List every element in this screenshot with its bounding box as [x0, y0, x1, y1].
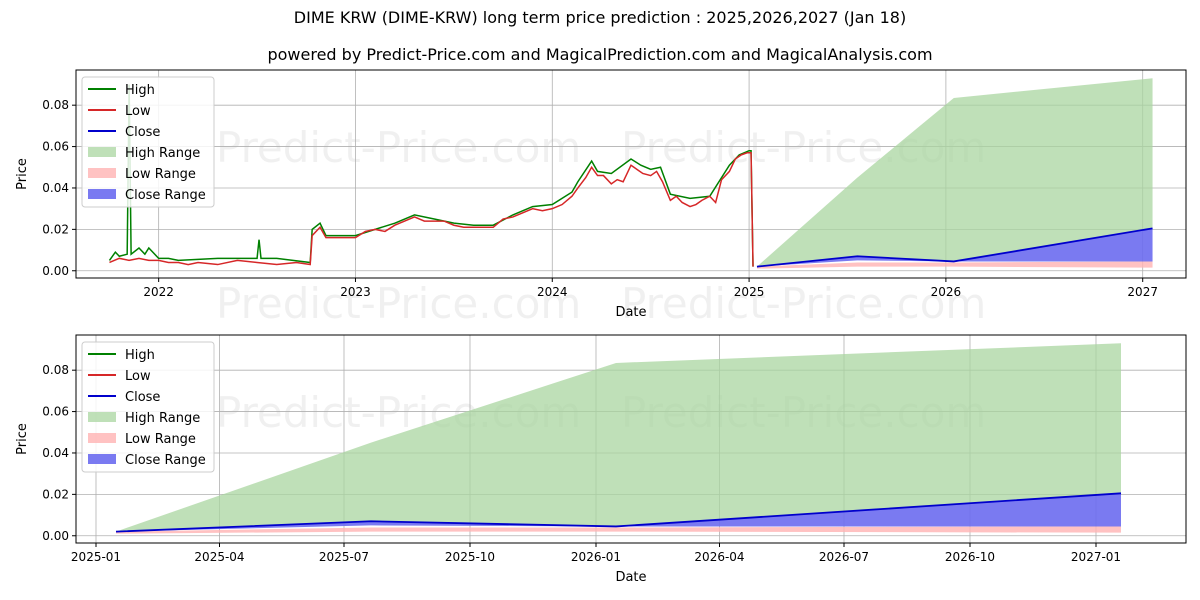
panel2-y-tick-label: 0.08: [42, 363, 69, 377]
chart-subtitle: powered by Predict-Price.com and Magical…: [267, 45, 933, 64]
panel2-high-range-area: [116, 343, 1121, 532]
panel2-close-series-line: [115, 492, 1122, 533]
panel1-y-tick-label: 0.06: [42, 140, 69, 154]
panel2-x-tick-label: 2026-01: [571, 550, 621, 564]
panel1-y-axis-label: Price: [15, 158, 30, 190]
panel2-legend-label-close: Close: [125, 390, 160, 405]
panel2-plot-frame: [75, 334, 1187, 544]
panel2-x-axis-label: Date: [615, 570, 646, 585]
panel1-legend-label-high: High: [125, 83, 155, 98]
panel1-high-range-area: [756, 78, 1153, 267]
panel1-y-tick-label: 0.08: [42, 98, 69, 112]
panel2-legend-label-low: Low: [125, 369, 151, 384]
panel1-plot-frame: [75, 69, 1187, 279]
panel1-watermark: Predict-Price.com: [621, 279, 986, 328]
panel1-x-axis-label: Date: [615, 305, 646, 320]
panel1-x-tick-label: 2025: [734, 285, 765, 299]
panel1-x-tick-label: 2027: [1127, 285, 1158, 299]
panel2-x-tick-label: 2026-10: [945, 550, 995, 564]
panel2-y-tick-label: 0.02: [42, 487, 69, 501]
panel2-legend-label-low-range: Low Range: [125, 432, 196, 447]
panel1-watermark: Predict-Price.com: [216, 279, 581, 328]
panel1-watermark: Predict-Price.com: [216, 123, 581, 172]
panel1-low-series-line: [109, 152, 754, 267]
panel1-legend-swatch-close-range: [88, 189, 116, 199]
panel2-low-range-area: [116, 526, 1121, 534]
panel1-x-tick-label: 2022: [143, 285, 174, 299]
panel1-legend-label-close-range: Close Range: [125, 188, 206, 203]
panel1-y-tick-label: 0.00: [42, 264, 69, 278]
panel2-y-axis-label: Price: [15, 423, 30, 455]
panel2-y-tick-label: 0.06: [42, 405, 69, 419]
chart-title: DIME KRW (DIME-KRW) long term price pred…: [293, 8, 907, 27]
panel2-x-tick-label: 2025-10: [445, 550, 495, 564]
panel2-legend-label-high-range: High Range: [125, 411, 200, 426]
panel2-x-tick-label: 2025-01: [71, 550, 121, 564]
panel2-legend-label-close-range: Close Range: [125, 453, 206, 468]
panel1-close-series-line: [756, 227, 1153, 268]
panel1-legend-label-close: Close: [125, 125, 160, 140]
panel2-legend-label-high: High: [125, 348, 155, 363]
panel1-legend-label-low: Low: [125, 104, 151, 119]
panel1-legend-label-low-range: Low Range: [125, 167, 196, 182]
panel2-y-tick-label: 0.00: [42, 529, 69, 543]
panel1-x-tick-label: 2026: [931, 285, 962, 299]
panel2-x-tick-label: 2026-04: [694, 550, 744, 564]
panel2-x-tick-label: 2026-07: [819, 550, 869, 564]
panel1-x-tick-label: 2024: [537, 285, 568, 299]
panel2-y-tick-label: 0.04: [42, 446, 69, 460]
panel2-legend-swatch-low-range: [88, 433, 116, 443]
panel1-y-tick-label: 0.02: [42, 222, 69, 236]
panel1-legend-swatch-high-range: [88, 147, 116, 157]
panel1-y-tick-label: 0.04: [42, 181, 69, 195]
panel1-legend-label-high-range: High Range: [125, 146, 200, 161]
panel2-legend-swatch-close-range: [88, 454, 116, 464]
panel1-high-series-line: [108, 84, 754, 267]
panel1-low-range-area: [756, 261, 1153, 269]
panel1-legend-swatch-low-range: [88, 168, 116, 178]
panel2-legend-swatch-high-range: [88, 412, 116, 422]
panel2-x-tick-label: 2025-07: [319, 550, 369, 564]
panel2-x-tick-label: 2025-04: [194, 550, 244, 564]
panel1-x-tick-label: 2023: [340, 285, 371, 299]
panel2-x-tick-label: 2027-01: [1071, 550, 1121, 564]
